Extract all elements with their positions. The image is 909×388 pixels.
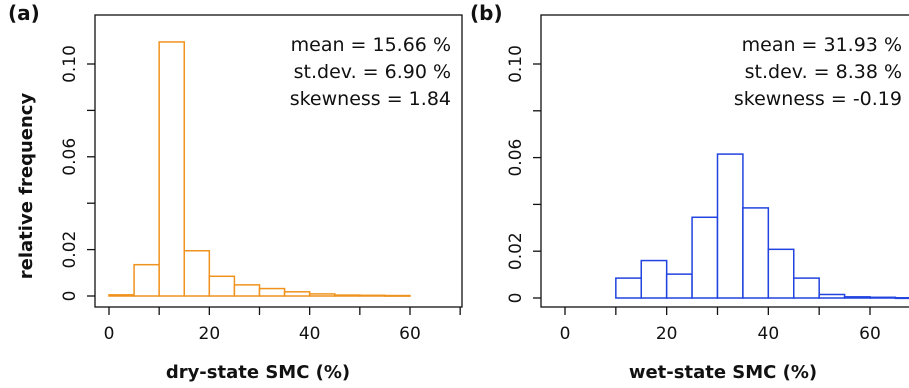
- panel-a-plot-frame: [94, 14, 463, 308]
- panel-b-skewness-stat: skewness = -0.19: [734, 88, 902, 110]
- histogram-bar: [869, 296, 897, 299]
- panel-a-x-axis: 0 20 40 60: [104, 307, 461, 344]
- histogram-bar: [665, 273, 693, 299]
- y-tick-label: 0.06: [506, 139, 526, 177]
- panel-a-mean-stat: mean = 15.66 %: [291, 34, 451, 56]
- x-tick-label: 0: [104, 324, 115, 344]
- panel-a: (a) 0 0.02 0.06 0.10 0 20 40 60 dry-state SMC …: [8, 1, 463, 383]
- histogram-bar: [233, 284, 261, 297]
- histogram-bar: [615, 277, 642, 299]
- panel-b-x-axis: 0 20 40 60: [560, 307, 881, 344]
- panel-a-stdev-stat: st.dev. = 6.90 %: [294, 61, 451, 83]
- x-tick-label: 20: [199, 324, 221, 344]
- y-tick-label: 0.10: [506, 45, 526, 83]
- x-tick-label: 40: [758, 324, 780, 344]
- panel-a-skewness-stat: skewness = 1.84: [290, 88, 451, 110]
- histogram-bar: [384, 294, 411, 297]
- y-tick-label: 0.02: [60, 231, 80, 269]
- histogram-bar: [133, 263, 160, 297]
- panel-a-y-axis: 0 0.02 0.06 0.10: [60, 45, 95, 301]
- panel-b-label: (b): [470, 1, 503, 25]
- x-tick-label: 0: [560, 324, 571, 344]
- histogram-bar: [108, 294, 135, 297]
- panel-a-y-axis-label: relative frequency: [16, 93, 37, 280]
- histogram-bar: [283, 291, 311, 297]
- panel-a-bars: [108, 41, 411, 297]
- y-tick-label: 0: [506, 293, 526, 304]
- histogram-bar: [716, 153, 744, 299]
- panel-b-stdev-stat: st.dev. = 8.38 %: [745, 61, 902, 83]
- histogram-bar: [208, 275, 236, 297]
- x-tick-label: 40: [299, 324, 321, 344]
- panel-a-x-axis-label: dry-state SMC (%): [166, 362, 350, 383]
- panel-a-label: (a): [8, 1, 40, 25]
- x-tick-label: 20: [656, 324, 678, 344]
- histogram-bar: [894, 297, 909, 300]
- panel-b: (b) 0 0.02 0.06 0.10 0 20 40 60 wet-state SMC …: [470, 1, 909, 383]
- histogram-bar: [691, 216, 719, 299]
- y-tick-label: 0.02: [506, 232, 526, 270]
- panel-b-x-axis-label: wet-state SMC (%): [629, 362, 817, 383]
- histogram-bar: [334, 294, 361, 297]
- histogram-bar: [818, 293, 846, 299]
- panel-b-plot-frame: [540, 14, 909, 308]
- histogram-bar: [258, 287, 286, 297]
- panel-b-bars: [615, 153, 909, 300]
- histogram-bar: [359, 294, 386, 297]
- y-tick-label: 0: [60, 291, 80, 302]
- panel-b-mean-stat: mean = 31.93 %: [742, 34, 902, 56]
- histogram-bar: [793, 277, 820, 299]
- x-tick-label: 60: [859, 324, 881, 344]
- histogram-bar: [742, 207, 770, 299]
- histogram-bar: [158, 41, 186, 297]
- histogram-bar: [767, 248, 795, 299]
- histogram-bar: [183, 250, 211, 297]
- histogram-bar: [843, 296, 871, 299]
- y-tick-label: 0.06: [60, 138, 80, 176]
- histogram-bar: [640, 259, 668, 299]
- panel-b-y-axis: 0 0.02 0.06 0.10: [506, 45, 541, 303]
- x-tick-label: 60: [399, 324, 421, 344]
- histogram-bar: [308, 293, 336, 297]
- y-tick-label: 0.10: [60, 45, 80, 83]
